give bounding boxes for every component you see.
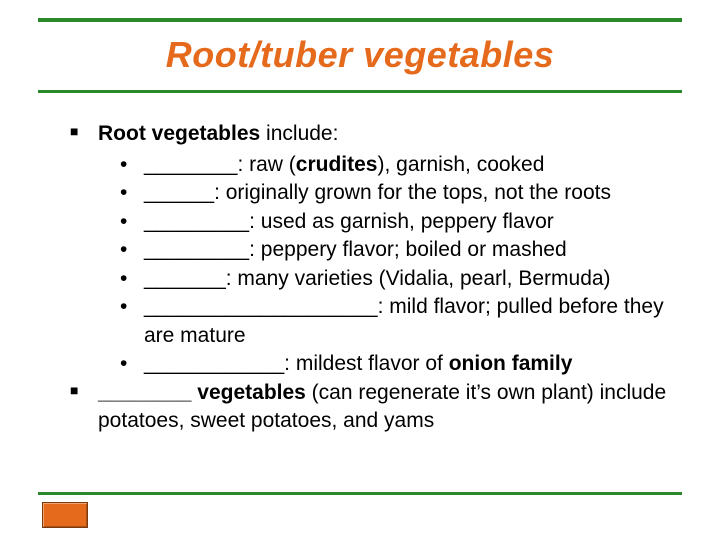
item-2: ______: originally grown for the tops, n… [120,179,678,208]
text-a: : originally grown for the tops, not the… [214,181,611,204]
blank: _________ [144,238,249,261]
blank: ________ [98,381,197,404]
item-5: _______: many varieties (Vidalia, pearl,… [120,265,678,294]
bold: vegetables [197,381,306,404]
item-6: ____________________: mild flavor; pulle… [120,293,678,350]
bullet-tuber-vegetables: ________ vegetables (can regenerate it’s… [70,379,678,436]
blank: _________ [144,210,249,233]
top-rule [38,18,682,22]
text-a: : peppery flavor; boiled or mashed [249,238,567,261]
lead-bold: Root vegetables [98,122,260,145]
lead-rest: include: [260,122,338,145]
slide-title: Root/tuber vegetables [0,34,720,76]
title-underline [38,90,682,93]
bullet-root-vegetables: Root vegetables include: [70,120,678,149]
text-a: : mildest flavor of [284,352,449,375]
sublist: ________: raw (crudites), garnish, cooke… [120,151,678,379]
blank: _______ [144,267,226,290]
item-1: ________: raw (crudites), garnish, cooke… [120,151,678,180]
item-4: _________: peppery flavor; boiled or mas… [120,236,678,265]
bold: crudites [296,153,378,176]
blank: ________ [144,153,237,176]
text-a: : many varieties (Vidalia, pearl, Bermud… [226,267,611,290]
item-3: _________: used as garnish, peppery flav… [120,208,678,237]
bold: onion family [449,352,573,375]
blank: ______ [144,181,214,204]
footer-logo-box [42,502,88,528]
text-b: ), garnish, cooked [377,153,544,176]
bottom-rule [38,492,682,495]
text-a: : raw ( [237,153,295,176]
blank: ____________ [144,352,284,375]
text-a: : used as garnish, peppery flavor [249,210,554,233]
blank: ____________________ [144,295,378,318]
content-area: Root vegetables include: ________: raw (… [70,120,678,438]
item-7: ____________: mildest flavor of onion fa… [120,350,678,379]
